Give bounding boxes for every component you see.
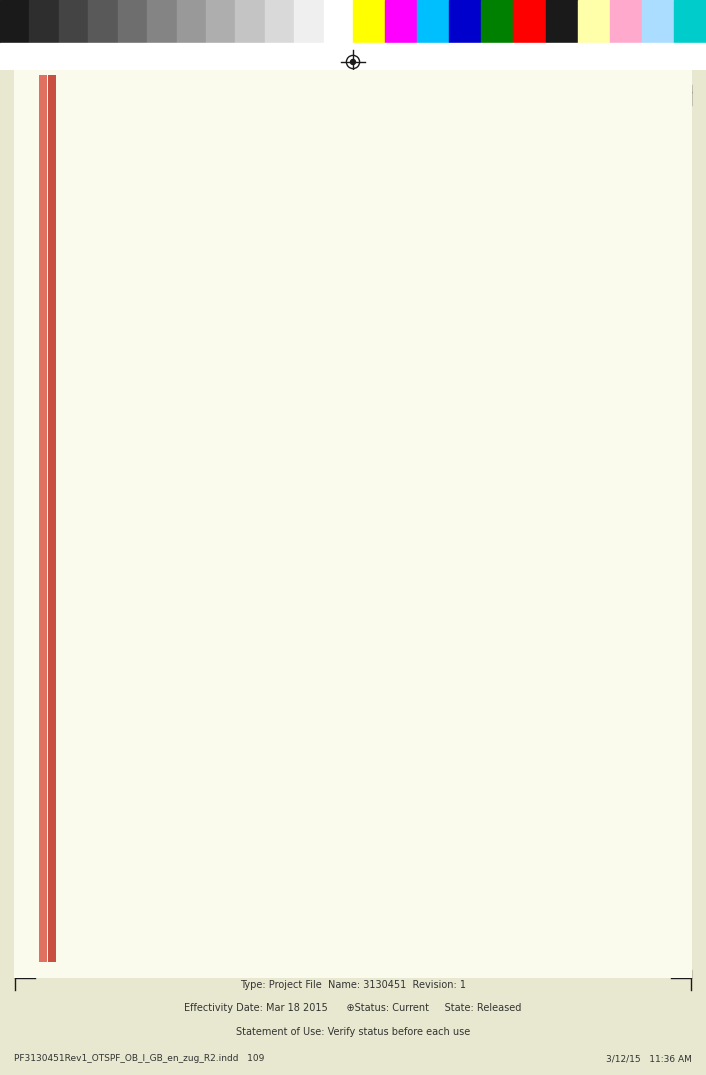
Text: 2.12: 2.12 xyxy=(583,665,614,679)
Bar xyxy=(118,0,147,45)
FancyBboxPatch shape xyxy=(92,648,237,696)
FancyBboxPatch shape xyxy=(237,601,381,648)
FancyBboxPatch shape xyxy=(92,349,237,459)
Text: 3.91: 3.91 xyxy=(294,524,324,538)
Text: Yellow= 5mm  Red=7mm margin: Yellow= 5mm Red=7mm margin xyxy=(261,76,445,86)
Text: 0.09: 0.09 xyxy=(438,476,469,490)
FancyBboxPatch shape xyxy=(237,648,381,696)
Bar xyxy=(88,0,118,45)
Text: 9: 9 xyxy=(607,123,618,141)
FancyBboxPatch shape xyxy=(526,601,671,648)
FancyBboxPatch shape xyxy=(92,459,237,506)
Bar xyxy=(610,0,642,45)
Bar xyxy=(449,0,481,45)
Bar xyxy=(642,0,674,45)
FancyBboxPatch shape xyxy=(526,648,671,696)
Text: 19.43: 19.43 xyxy=(289,665,329,679)
FancyBboxPatch shape xyxy=(381,648,526,696)
Text: 10.73: 10.73 xyxy=(289,618,328,632)
Text: 0.41: 0.41 xyxy=(438,665,469,679)
FancyBboxPatch shape xyxy=(381,349,526,459)
Circle shape xyxy=(350,59,356,64)
Bar xyxy=(674,0,706,45)
Text: 6.86: 6.86 xyxy=(294,571,324,585)
FancyBboxPatch shape xyxy=(381,554,526,601)
Bar xyxy=(147,0,176,45)
Text: Effectivity Date: Mar 18 2015      ⊕Status: Current     State: Released: Effectivity Date: Mar 18 2015 ⊕Status: C… xyxy=(184,1003,522,1014)
Bar xyxy=(353,0,385,45)
Text: Precision: Precision xyxy=(103,198,189,216)
FancyBboxPatch shape xyxy=(526,349,671,459)
FancyBboxPatch shape xyxy=(237,506,381,554)
Bar xyxy=(265,0,294,45)
Text: Target
Glucose
(mmol/L): Target Glucose (mmol/L) xyxy=(133,382,196,427)
Text: Statement of Use: Verify status before each use: Statement of Use: Verify status before e… xyxy=(236,1027,470,1036)
Bar xyxy=(323,0,353,45)
Bar xyxy=(294,0,323,45)
FancyBboxPatch shape xyxy=(589,110,636,154)
Text: 2.57: 2.57 xyxy=(294,476,324,490)
Bar xyxy=(0,0,30,45)
Bar xyxy=(206,0,235,45)
Text: PF3130451Rev1_OTSPF_OB_I_GB_en_zug_R2.indd   109: PF3130451Rev1_OTSPF_OB_I_GB_en_zug_R2.in… xyxy=(14,1055,265,1063)
FancyBboxPatch shape xyxy=(237,459,381,506)
Bar xyxy=(30,0,59,45)
FancyBboxPatch shape xyxy=(92,506,237,554)
Text: Detailed information about your system: Detailed information about your system xyxy=(103,121,508,140)
Bar xyxy=(59,0,88,45)
Text: 11.10: 11.10 xyxy=(144,618,184,632)
Text: 3/12/15   11:36 AM: 3/12/15 11:36 AM xyxy=(606,1055,692,1063)
Bar xyxy=(578,0,610,45)
Text: Type: Project File  Name: 3130451  Revision: 1: Type: Project File Name: 3130451 Revisio… xyxy=(240,980,466,990)
Text: 2.15: 2.15 xyxy=(583,571,614,585)
FancyBboxPatch shape xyxy=(381,601,526,648)
Text: 3.61: 3.61 xyxy=(149,524,179,538)
Text: 109: 109 xyxy=(338,952,368,966)
Text: 3.58: 3.58 xyxy=(583,476,614,490)
Text: 0.11: 0.11 xyxy=(438,524,469,538)
Bar xyxy=(176,0,206,45)
FancyBboxPatch shape xyxy=(92,601,237,648)
Text: 6.67: 6.67 xyxy=(149,571,179,585)
Circle shape xyxy=(42,528,47,532)
Text: 0.15: 0.15 xyxy=(438,571,469,585)
FancyBboxPatch shape xyxy=(237,349,381,459)
Bar xyxy=(235,0,265,45)
Text: Within Run Precision (300 Venous Blood Samples Tested
per Glucose Level): Within Run Precision (300 Venous Blood S… xyxy=(103,250,477,281)
FancyBboxPatch shape xyxy=(381,459,526,506)
Text: 2.69: 2.69 xyxy=(583,524,614,538)
FancyBboxPatch shape xyxy=(92,554,237,601)
Text: Standard
Deviation
(mmol/L): Standard Deviation (mmol/L) xyxy=(420,382,487,427)
FancyBboxPatch shape xyxy=(526,554,671,601)
Bar xyxy=(417,0,449,45)
Bar xyxy=(385,0,417,45)
Text: Coefficient
of Variation
(%): Coefficient of Variation (%) xyxy=(557,382,640,427)
Bar xyxy=(0,43,706,70)
FancyBboxPatch shape xyxy=(381,506,526,554)
FancyBboxPatch shape xyxy=(526,506,671,554)
Text: Results show that the greatest variability observed
between test strips when tes: Results show that the greatest variabili… xyxy=(103,705,498,772)
Bar xyxy=(513,0,546,45)
Text: 2.22: 2.22 xyxy=(149,476,179,490)
Text: 19.43: 19.43 xyxy=(144,665,184,679)
FancyBboxPatch shape xyxy=(526,459,671,506)
Text: Data generated using the OneTouch Select Plus Flex™
Meter.: Data generated using the OneTouch Select… xyxy=(103,306,467,336)
Text: 0.20: 0.20 xyxy=(438,618,469,632)
Bar xyxy=(481,0,513,45)
Text: 1.83: 1.83 xyxy=(583,618,614,632)
Bar xyxy=(546,0,578,45)
Circle shape xyxy=(659,528,664,532)
FancyBboxPatch shape xyxy=(237,554,381,601)
Text: Mean
Glucose
(mmol/L): Mean Glucose (mmol/L) xyxy=(277,382,340,427)
